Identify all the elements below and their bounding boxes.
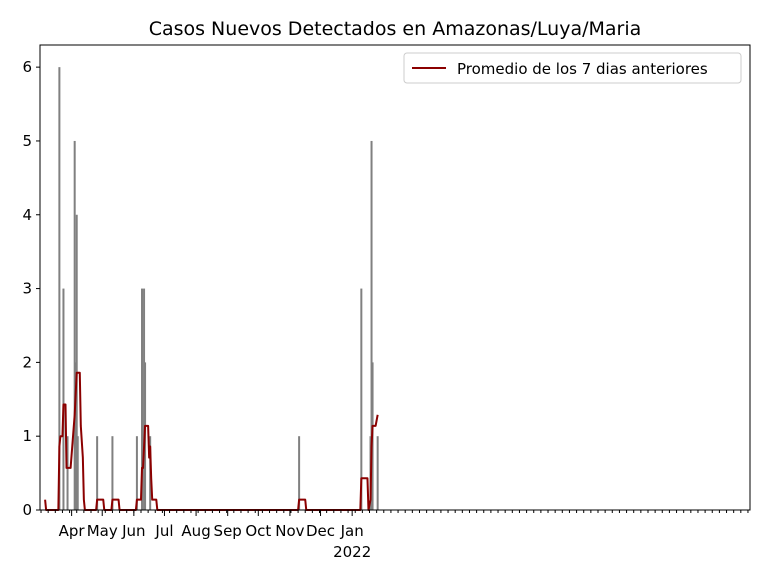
y-tick-label-2: 2: [22, 353, 32, 371]
y-tick-label-6: 6: [22, 58, 32, 76]
axes-frame: [39, 44, 751, 511]
bar-2020-03-24: [62, 288, 65, 510]
x-tick-label-Dec: Dec: [306, 522, 335, 540]
y-tick-label-0: 0: [22, 501, 32, 519]
plot-area: Apr May Jun Jul Aug Sep Oct Nov Dec Jan 2022 0 1 2 3 4…: [22, 44, 751, 561]
bar-2020-11-10: [298, 436, 301, 510]
bar-2020-03-28: [66, 436, 69, 510]
x-tick-label-Apr: Apr: [59, 522, 86, 540]
y-tick-label-1: 1: [22, 427, 32, 445]
y-tick-label-4: 4: [22, 206, 32, 224]
x-tick-label-Jun: Jun: [121, 522, 145, 540]
bar-2020-06-09: [141, 288, 144, 510]
bar-2020-04-26: [96, 436, 99, 510]
bars-layer: [58, 67, 379, 510]
bar-2020-04-07: [76, 436, 79, 510]
bar-2020-04-04: [73, 140, 76, 510]
legend-box: [403, 52, 742, 84]
bar-2020-05-11: [111, 436, 114, 510]
y-tick-label-5: 5: [22, 132, 32, 150]
x-axis: Apr May Jun Jul Aug Sep Oct Nov Dec Jan 2022: [40, 510, 749, 561]
legend: Promedio de los 7 dias anteriores: [403, 52, 742, 84]
y-axis: 0 1 2 3 4 5 6: [22, 58, 40, 519]
bar-2021-01-10: [360, 288, 363, 510]
x-tick-label-Nov: Nov: [275, 522, 304, 540]
x-tick-label-May: May: [87, 522, 118, 540]
x-tick-label-Aug: Aug: [181, 522, 210, 540]
bar-2020-04-06: [75, 214, 78, 510]
bar-2020-06-11: [143, 288, 146, 510]
bar-2021-01-20: [370, 140, 373, 510]
series-line-average: [44, 371, 379, 511]
legend-entry-average: Promedio de los 7 dias anteriores: [457, 60, 708, 78]
y-tick-label-3: 3: [22, 280, 32, 298]
bar-2020-06-04: [135, 436, 138, 510]
x-tick-label-Sep: Sep: [214, 522, 242, 540]
x-tick-label-Jul: Jul: [154, 522, 173, 540]
bar-2021-01-26: [376, 436, 379, 510]
bar-2020-04-05: [74, 362, 77, 510]
bar-2020-03-20: [58, 67, 61, 510]
line-layer: [44, 371, 379, 511]
x-tick-sublabel-2022: 2022: [333, 543, 371, 561]
chart-title: Casos Nuevos Detectados en Amazonas/Luya…: [149, 18, 642, 40]
x-tick-label-Jan: Jan: [340, 522, 364, 540]
x-tick-label-Oct: Oct: [245, 522, 271, 540]
